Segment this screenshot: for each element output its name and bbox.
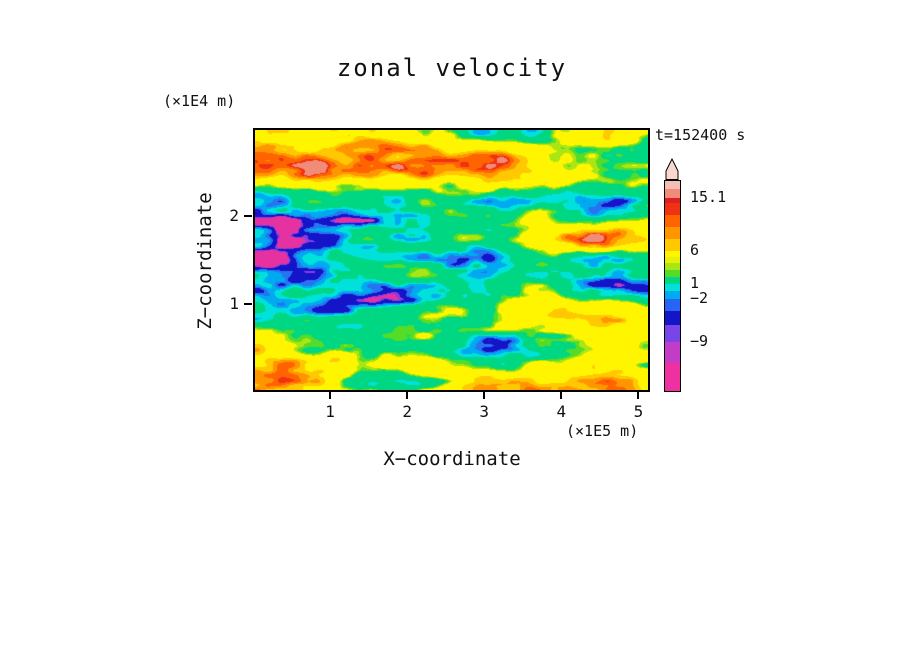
y-tick-mark <box>244 215 252 217</box>
colorbar-label: 1 <box>690 273 700 292</box>
colorbar-segment <box>665 262 680 271</box>
x-tick-label: 1 <box>325 402 335 421</box>
y-tick-mark <box>244 303 252 305</box>
colorbar-label: −2 <box>690 289 709 308</box>
colorbar-segment <box>665 238 680 252</box>
y-tick-label: 2 <box>229 206 239 225</box>
colorbar-segment <box>665 202 680 216</box>
colorbar-segment <box>665 362 680 391</box>
x-axis-units-label: (×1E5 m) <box>566 422 639 440</box>
x-tick-mark <box>560 392 563 399</box>
x-tick-label: 3 <box>479 402 490 421</box>
colorbar-label: −9 <box>690 332 709 351</box>
x-tick-mark <box>483 392 486 399</box>
x-tick-mark <box>406 392 409 399</box>
colorbar-segment <box>665 214 680 228</box>
colorbar-segment <box>665 298 680 311</box>
time-annotation: t=152400 s <box>655 126 746 144</box>
colorbar-arrow-icon <box>665 158 679 180</box>
colorbar-segment <box>665 290 680 299</box>
colorbar-segment <box>665 188 680 199</box>
plot-frame <box>253 128 650 392</box>
x-tick-label: 2 <box>402 402 412 421</box>
x-tick-label: 5 <box>633 402 644 421</box>
colorbar-segment <box>665 250 680 258</box>
x-axis-label: X−coordinate <box>383 448 521 470</box>
colorbar-scale <box>664 180 681 392</box>
colorbar-segment <box>665 283 680 291</box>
y-tick-label: 1 <box>229 294 239 313</box>
colorbar-segment <box>665 180 680 190</box>
colorbar-segment <box>665 226 680 240</box>
x-tick-mark <box>637 392 640 399</box>
colorbar-label: 15.1 <box>690 188 727 206</box>
x-tick-mark <box>329 392 332 399</box>
colorbar-segment <box>665 269 680 278</box>
chart-title: zonal velocity <box>336 54 568 82</box>
heatmap-canvas <box>255 130 648 390</box>
y-axis-units-label: (×1E4 m) <box>163 92 236 110</box>
y-axis-label: Z−coordinate <box>194 192 216 330</box>
colorbar-segment <box>665 310 680 325</box>
colorbar: 15.1 6 1 −2 −9 <box>664 158 774 394</box>
colorbar-label: 6 <box>690 240 700 259</box>
x-tick-label: 4 <box>556 402 567 421</box>
colorbar-segment <box>665 341 680 364</box>
colorbar-segment <box>665 276 680 285</box>
colorbar-segment <box>665 324 680 343</box>
colorbar-segment <box>665 256 680 264</box>
